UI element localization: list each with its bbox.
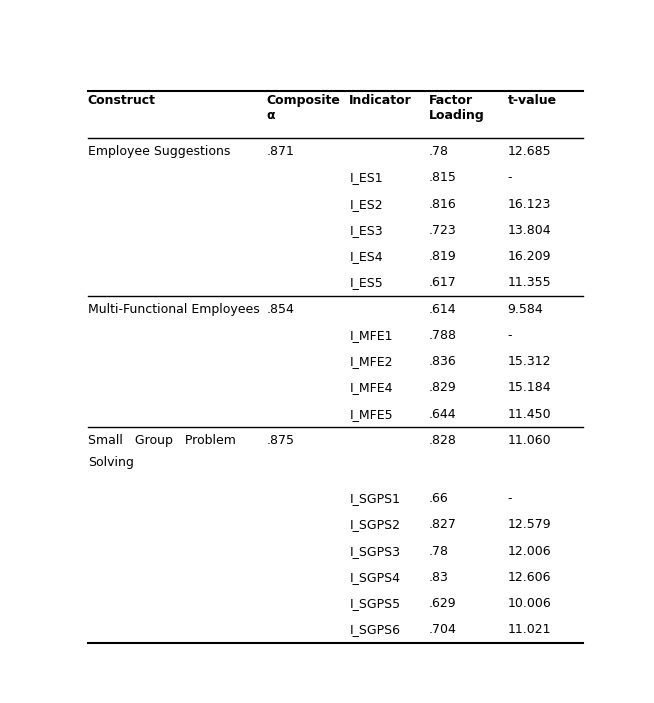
- Text: -: -: [508, 172, 512, 184]
- Text: t-value: t-value: [508, 94, 557, 107]
- Text: .854: .854: [267, 302, 294, 316]
- Text: I_MFE2: I_MFE2: [349, 355, 393, 368]
- Text: 16.209: 16.209: [508, 250, 551, 263]
- Text: I_SGPS4: I_SGPS4: [349, 571, 400, 583]
- Text: 10.006: 10.006: [508, 597, 551, 610]
- Text: 12.685: 12.685: [508, 145, 551, 158]
- Text: .78: .78: [429, 145, 449, 158]
- Text: I_SGPS1: I_SGPS1: [349, 492, 400, 505]
- Text: 15.184: 15.184: [508, 382, 551, 394]
- Text: 16.123: 16.123: [508, 198, 551, 211]
- Text: 11.021: 11.021: [508, 624, 551, 636]
- Text: I_SGPS6: I_SGPS6: [349, 624, 400, 636]
- Text: .614: .614: [429, 302, 456, 316]
- Text: .704: .704: [429, 624, 456, 636]
- Text: I_ES2: I_ES2: [349, 198, 383, 211]
- Text: 11.450: 11.450: [508, 408, 551, 420]
- Text: .828: .828: [429, 434, 456, 447]
- Text: .871: .871: [267, 145, 294, 158]
- Text: .66: .66: [429, 492, 449, 505]
- Text: 12.579: 12.579: [508, 518, 551, 531]
- Text: I_MFE4: I_MFE4: [349, 382, 393, 394]
- Text: .836: .836: [429, 355, 456, 368]
- Text: .644: .644: [429, 408, 456, 420]
- Text: I_MFE5: I_MFE5: [349, 408, 393, 420]
- Text: I_ES3: I_ES3: [349, 224, 383, 237]
- Text: Multi-Functional Employees: Multi-Functional Employees: [88, 302, 260, 316]
- Text: 9.584: 9.584: [508, 302, 543, 316]
- Text: Small   Group   Problem: Small Group Problem: [88, 434, 235, 447]
- Text: .816: .816: [429, 198, 456, 211]
- Text: -: -: [508, 492, 512, 505]
- Text: Factor
Loading: Factor Loading: [429, 94, 485, 122]
- Text: I_SGPS3: I_SGPS3: [349, 545, 400, 557]
- Text: .875: .875: [267, 434, 295, 447]
- Text: .629: .629: [429, 597, 456, 610]
- Text: Employee Suggestions: Employee Suggestions: [88, 145, 230, 158]
- Text: I_ES4: I_ES4: [349, 250, 383, 263]
- Text: Construct: Construct: [88, 94, 156, 107]
- Text: 11.355: 11.355: [508, 276, 551, 290]
- Text: Composite
α: Composite α: [267, 94, 341, 122]
- Text: I_ES5: I_ES5: [349, 276, 383, 290]
- Text: 12.006: 12.006: [508, 545, 551, 557]
- Text: .83: .83: [429, 571, 449, 583]
- Text: 12.606: 12.606: [508, 571, 551, 583]
- Text: .788: .788: [429, 329, 457, 342]
- Text: -: -: [508, 329, 512, 342]
- Text: I_SGPS2: I_SGPS2: [349, 518, 400, 531]
- Text: .78: .78: [429, 545, 449, 557]
- Text: .617: .617: [429, 276, 456, 290]
- Text: 13.804: 13.804: [508, 224, 551, 237]
- Text: Solving: Solving: [88, 456, 133, 469]
- Text: .723: .723: [429, 224, 456, 237]
- Text: I_MFE1: I_MFE1: [349, 329, 393, 342]
- Text: I_ES1: I_ES1: [349, 172, 383, 184]
- Text: .827: .827: [429, 518, 456, 531]
- Text: I_SGPS5: I_SGPS5: [349, 597, 400, 610]
- Text: 11.060: 11.060: [508, 434, 551, 447]
- Text: .819: .819: [429, 250, 456, 263]
- Text: 15.312: 15.312: [508, 355, 551, 368]
- Text: .815: .815: [429, 172, 456, 184]
- Text: Indicator: Indicator: [349, 94, 412, 107]
- Text: .829: .829: [429, 382, 456, 394]
